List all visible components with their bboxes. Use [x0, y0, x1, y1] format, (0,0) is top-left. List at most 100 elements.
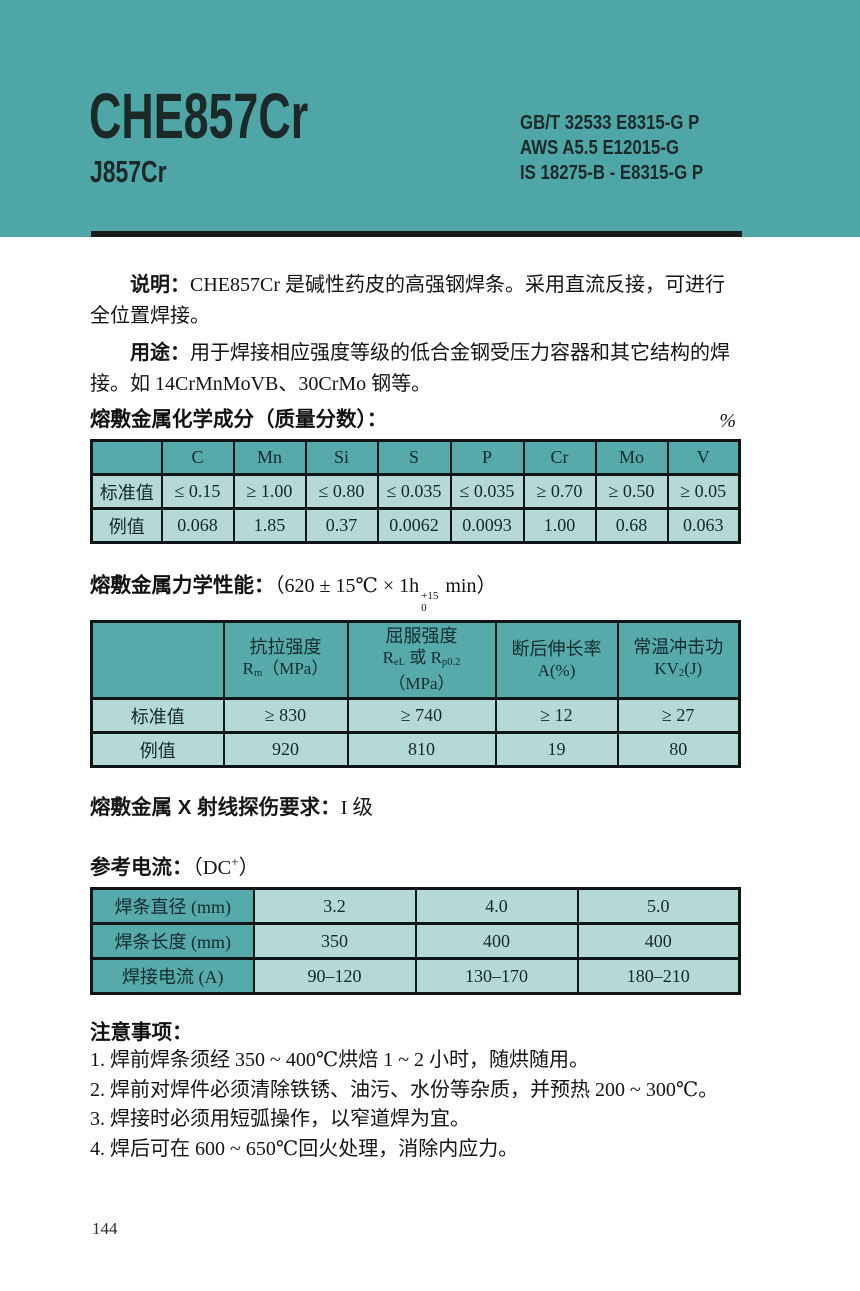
value-cell: 400 [414, 922, 579, 961]
reference-current-line: 参考电流：（DC+） [90, 848, 742, 882]
value-cell: ≤ 0.15 [160, 473, 235, 510]
header-cell: P [449, 439, 525, 476]
xray-value: I 级 [340, 797, 374, 820]
mechanical-section-title: 熔敷金属力学性能：（620 ± 15℃ × 1h +15 0 min） [90, 572, 742, 614]
value-cell: ≥ 0.70 [522, 473, 597, 510]
header-cell: Si [304, 439, 379, 476]
note-item: 3. 焊接时必须用短弧操作，以窄道焊为宜。 [90, 1108, 470, 1131]
mechanical-condition: （620 ± 15℃ × 1h +15 0 min） [274, 575, 497, 613]
condition-suffix: min） [440, 575, 497, 597]
value-cell: ≥ 0.50 [594, 473, 669, 510]
standard-gbt: GB/T 32533 E8315-G P [520, 112, 700, 134]
header-cell: S [376, 439, 452, 476]
value-cell: 19 [494, 731, 619, 769]
row-label-cell: 焊接电流 (A) [90, 957, 255, 996]
row-label-cell: 标准值 [90, 697, 225, 735]
corner-cell [90, 439, 163, 476]
value-cell: ≤ 0.035 [376, 473, 452, 510]
table-row: 焊接电流 (A) 90–120 130–170 180–210 [90, 957, 741, 996]
value-cell: 3.2 [252, 887, 417, 926]
value-cell: 0.37 [304, 507, 379, 544]
header-banner: CHE857Cr J857Cr GB/T 32533 E8315-G P AWS… [0, 0, 860, 237]
header-cell: Mo [594, 439, 669, 476]
note-item: 2. 焊前对焊件必须清除铁锈、油污、水份等杂质，并预热 200 ~ 300℃。 [90, 1078, 719, 1101]
reference-label: 参考电流： [90, 856, 193, 880]
value-cell: 810 [346, 731, 497, 769]
value-cell: 4.0 [414, 887, 579, 926]
header-cell: Mn [232, 439, 307, 476]
value-cell: 0.068 [160, 507, 235, 544]
value-cell: 0.063 [666, 507, 741, 544]
description-text: CHE857Cr 是碱性药皮的高强钢焊条。采用直流反接，可进行全位置焊接。 [90, 274, 725, 327]
table-row: 抗拉强度 Rm（MPa） 屈服强度 ReL 或 Rp0.2（MPa） 断后伸长率… [90, 620, 741, 701]
row-label-cell: 例值 [90, 507, 163, 544]
header-cell: 屈服强度 ReL 或 Rp0.2（MPa） [346, 620, 497, 701]
condition-tolerance: +15 0 [421, 590, 439, 614]
value-cell: 0.0093 [449, 507, 525, 544]
page-number: 144 [92, 1219, 118, 1238]
value-cell: 180–210 [576, 957, 741, 996]
mechanical-title-text: 熔敷金属力学性能： [90, 574, 275, 597]
table-row: 例值 920 810 19 80 [90, 731, 741, 769]
value-cell: ≥ 0.05 [666, 473, 741, 510]
table-row: C Mn Si S P Cr Mo V [90, 439, 741, 476]
chemical-unit: % [719, 410, 736, 432]
row-label-cell: 标准值 [90, 473, 163, 510]
value-cell: 5.0 [576, 887, 741, 926]
notes-title: 注意事项： [90, 1021, 193, 1045]
condition-prefix: （620 ± 15℃ × 1h [274, 575, 420, 597]
banner-divider-rule [91, 231, 742, 237]
note-item: 4. 焊后可在 600 ~ 650℃回火处理，消除内应力。 [90, 1137, 519, 1160]
table-row: 例值 0.068 1.85 0.37 0.0062 0.0093 1.00 0.… [90, 507, 741, 544]
value-cell: 920 [222, 731, 349, 769]
value-cell: ≤ 0.035 [449, 473, 525, 510]
value-cell: 0.68 [594, 507, 669, 544]
chemical-section-header: 熔敷金属化学成分（质量分数）： % [90, 406, 742, 433]
standard-is: IS 18275-B - E8315-G P [520, 162, 704, 184]
description-paragraph: 说明：CHE857Cr 是碱性药皮的高强钢焊条。采用直流反接，可进行全位置焊接。 [90, 270, 742, 332]
description-label: 说明： [130, 274, 190, 296]
header-cell: 抗拉强度 Rm（MPa） [222, 620, 349, 701]
value-cell: ≥ 27 [616, 697, 741, 735]
value-cell: ≥ 1.00 [232, 473, 307, 510]
standards-list: GB/T 32533 E8315-G P AWS A5.5 E12015-G I… [520, 111, 703, 186]
chemical-composition-table: C Mn Si S P Cr Mo V 标准值 ≤ 0.15 ≥ 1.00 ≤ … [90, 439, 741, 544]
usage-label: 用途： [130, 342, 190, 364]
product-title: CHE857Cr [89, 80, 309, 152]
value-cell: 80 [616, 731, 741, 769]
header-cell: Cr [522, 439, 597, 476]
row-label-cell: 焊条长度 (mm) [90, 922, 255, 961]
reference-current-table: 焊条直径 (mm) 3.2 4.0 5.0 焊条长度 (mm) 350 400 … [90, 887, 741, 996]
value-cell: ≤ 0.80 [304, 473, 379, 510]
mechanical-properties-table: 抗拉强度 Rm（MPa） 屈服强度 ReL 或 Rp0.2（MPa） 断后伸长率… [90, 620, 741, 769]
content-column: 说明：CHE857Cr 是碱性药皮的高强钢焊条。采用直流反接，可进行全位置焊接。… [90, 237, 742, 1164]
value-cell: 90–120 [252, 957, 417, 996]
table-row: 焊条直径 (mm) 3.2 4.0 5.0 [90, 887, 741, 926]
corner-cell [90, 620, 225, 701]
table-row: 标准值 ≤ 0.15 ≥ 1.00 ≤ 0.80 ≤ 0.035 ≤ 0.035… [90, 473, 741, 510]
row-label-cell: 焊条直径 (mm) [90, 887, 255, 926]
usage-text: 用于焊接相应强度等级的低合金钢受压力容器和其它结构的焊接。如 14CrMnMoV… [90, 342, 730, 395]
row-label-cell: 例值 [90, 731, 225, 769]
header-cell: C [160, 439, 235, 476]
usage-paragraph: 用途：用于焊接相应强度等级的低合金钢受压力容器和其它结构的焊接。如 14CrMn… [90, 338, 742, 400]
value-cell: 1.85 [232, 507, 307, 544]
chemical-section-title: 熔敷金属化学成分（质量分数）： [90, 408, 388, 431]
standard-aws: AWS A5.5 E12015-G [520, 137, 680, 159]
header-cell: V [666, 439, 741, 476]
note-item: 1. 焊前焊条须经 350 ~ 400℃烘焙 1 ~ 2 小时，随烘随用。 [90, 1049, 590, 1072]
header-cell: 常温冲击功 KV2(J) [616, 620, 741, 701]
product-alt-code: J857Cr [90, 154, 167, 189]
header-cell: 断后伸长率 A(%) [494, 620, 619, 701]
value-cell: ≥ 12 [494, 697, 619, 735]
table-row: 标准值 ≥ 830 ≥ 740 ≥ 12 ≥ 27 [90, 697, 741, 735]
value-cell: ≥ 740 [346, 697, 497, 735]
value-cell: 1.00 [522, 507, 597, 544]
xray-label: 熔敷金属 X 射线探伤要求： [90, 796, 341, 820]
xray-requirement-line: 熔敷金属 X 射线探伤要求：I 级 [90, 794, 742, 822]
reference-polarity: （DC+） [192, 854, 260, 880]
value-cell: 130–170 [414, 957, 579, 996]
value-cell: ≥ 830 [222, 697, 349, 735]
table-row: 焊条长度 (mm) 350 400 400 [90, 922, 741, 961]
